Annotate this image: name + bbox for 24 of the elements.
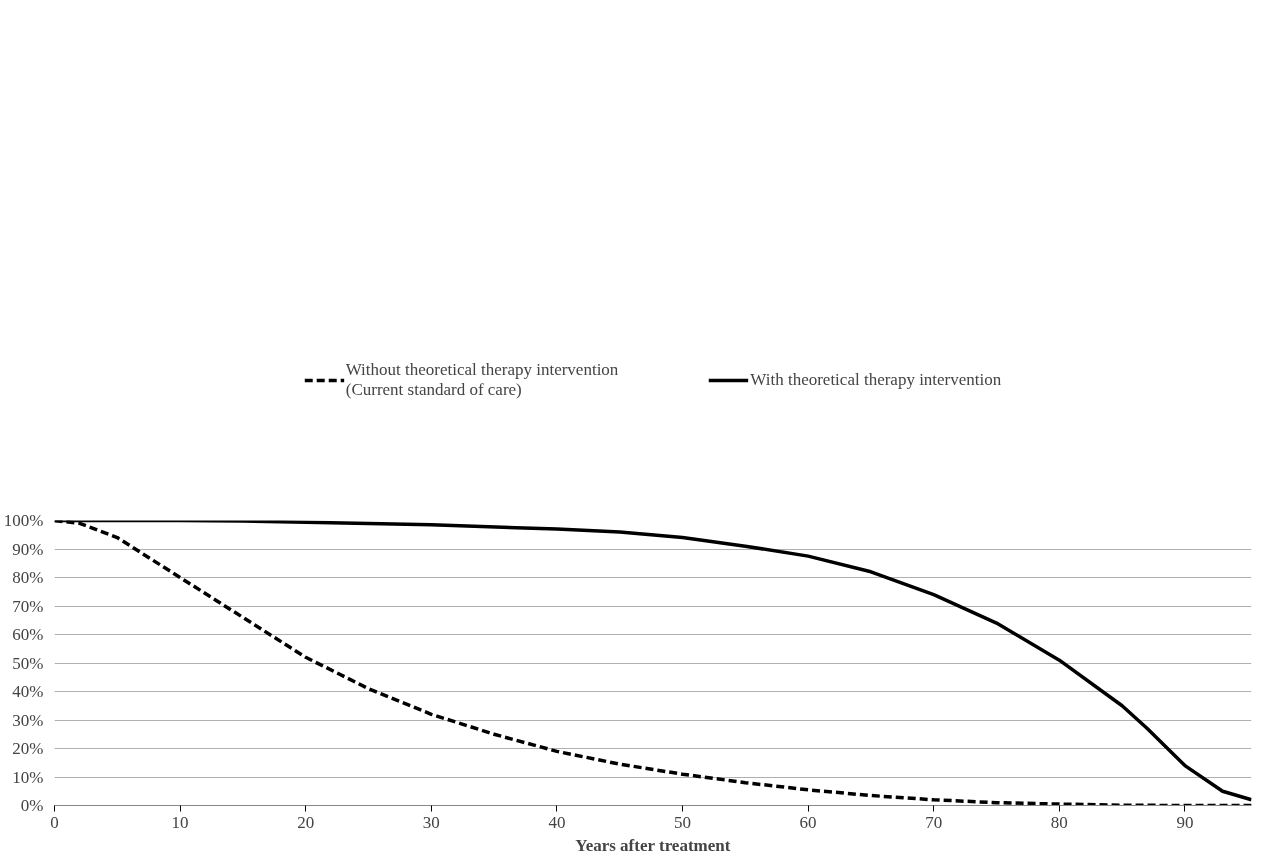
y-tick-label: 10% <box>12 767 44 787</box>
x-tick-label: 40 <box>548 812 566 832</box>
x-tick-label: 30 <box>422 812 440 832</box>
y-tick-label: 70% <box>12 596 44 616</box>
y-tick-label: 0% <box>20 796 44 815</box>
x-tick-label: 80 <box>1050 812 1068 832</box>
y-tick-label: 20% <box>12 739 44 758</box>
x-tick-label: 90 <box>1176 812 1194 832</box>
x-tick-label: 10 <box>171 812 189 832</box>
y-tick-label: 100% <box>3 511 44 530</box>
legend-label: Without theoretical therapy intervention (Current standard of care) <box>345 360 619 400</box>
x-tick-label: 0 <box>50 812 59 832</box>
x-tick-label: 70 <box>925 812 943 832</box>
legend-label: With theoretical therapy intervention <box>750 370 1002 390</box>
x-tick-label: 20 <box>297 812 315 832</box>
x-tick-label: 60 <box>799 812 817 832</box>
y-tick-label: 80% <box>12 568 44 587</box>
y-tick-label: 50% <box>12 653 44 673</box>
x-tick-label: 50 <box>674 812 692 832</box>
y-tick-label: 60% <box>12 625 44 644</box>
y-tick-label: 90% <box>12 539 44 559</box>
x-axis-title: Years after treatment <box>575 835 731 855</box>
y-tick-label: 40% <box>12 682 44 701</box>
y-tick-label: 30% <box>12 710 44 730</box>
